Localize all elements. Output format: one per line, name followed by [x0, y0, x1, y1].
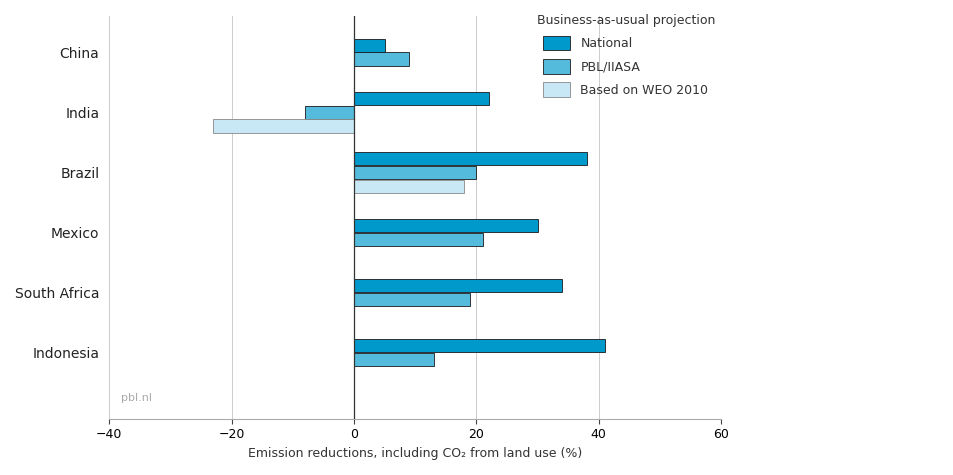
- Bar: [354, 52, 409, 66]
- X-axis label: Emission reductions, including CO₂ from land use (%): Emission reductions, including CO₂ from …: [248, 447, 581, 460]
- Bar: [354, 152, 586, 165]
- Legend: National, PBL/IIASA, Based on WEO 2010: National, PBL/IIASA, Based on WEO 2010: [536, 14, 714, 97]
- Bar: [354, 38, 384, 52]
- Bar: [354, 353, 433, 366]
- Bar: [354, 279, 561, 292]
- Bar: [354, 166, 476, 179]
- Bar: [354, 233, 482, 246]
- Bar: [354, 180, 464, 193]
- Bar: [213, 119, 354, 133]
- Bar: [354, 339, 604, 352]
- Bar: [354, 293, 470, 306]
- Bar: [354, 92, 488, 105]
- Bar: [354, 219, 537, 232]
- Text: pbl.nl: pbl.nl: [121, 393, 152, 403]
- Bar: [305, 105, 354, 119]
